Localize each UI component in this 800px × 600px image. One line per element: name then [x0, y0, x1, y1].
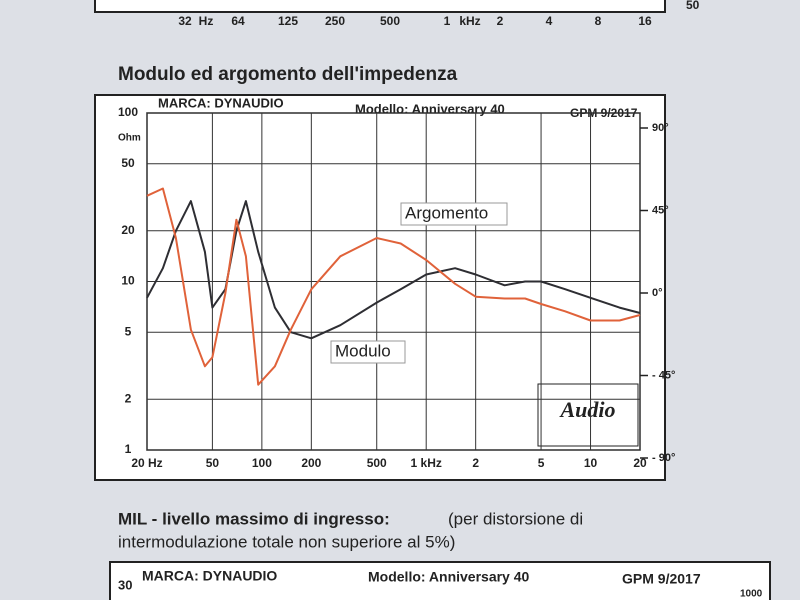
chart-model: Modello: Anniversary 40 [355, 101, 505, 116]
top-axis-label: 1 [444, 14, 451, 28]
top-axis-label: 2 [497, 14, 504, 28]
y-unit: Ohm [118, 133, 141, 144]
x-tick-label: 20 [633, 456, 647, 470]
bottom-right-label: 1000 [740, 589, 763, 600]
bottom-issue: GPM 9/2017 [622, 571, 701, 587]
x-tick-label: 10 [584, 456, 598, 470]
series-label: Argomento [405, 203, 488, 222]
subsection-title: MIL - livello massimo di ingresso: [118, 509, 390, 528]
series-line [146, 200, 641, 340]
bottom-top-label: 30 [118, 577, 132, 592]
bottom-chart-frame [109, 561, 771, 600]
top-axis-label: 500 [380, 14, 400, 28]
top-axis-label: kHz [459, 14, 480, 28]
top-axis-label: 250 [325, 14, 345, 28]
y2-tick-label: - 45° [652, 369, 675, 381]
x-tick-label: 20 Hz [131, 456, 162, 470]
logo-box [537, 383, 639, 447]
x-tick-label: 500 [367, 456, 387, 470]
top-right-label: 50 [686, 0, 700, 12]
x-tick-label: 2 [472, 456, 479, 470]
series-label-bg [400, 202, 508, 226]
y2-tick-label: - 90° [652, 452, 675, 464]
y-tick-label: 1 [125, 442, 132, 456]
top-axis-label: 64 [231, 14, 245, 28]
x-tick-label: 200 [301, 456, 321, 470]
subsection-title-rest: (per distorsione di [448, 509, 583, 528]
top-axis-label: 4 [546, 14, 553, 28]
top-axis-label: Hz [199, 14, 214, 28]
top-axis-label: 32 [178, 14, 192, 28]
y-tick-label: 10 [121, 274, 135, 288]
top-axis-label: 8 [595, 14, 602, 28]
x-tick-label: 1 kHz [411, 456, 442, 470]
y-tick-label: 100 [118, 105, 138, 119]
x-tick-label: 5 [538, 456, 545, 470]
y2-tick-label: 90° [652, 122, 669, 134]
top-axis-label: 125 [278, 14, 298, 28]
logo: Audio [558, 397, 615, 422]
x-tick-label: 50 [206, 456, 220, 470]
chart-brand: MARCA: DYNAUDIO [158, 95, 284, 110]
y2-tick-label: 45° [652, 204, 669, 216]
section-title: Modulo ed argomento dell'impedenza [118, 64, 458, 85]
y-tick-label: 5 [125, 324, 132, 338]
subsection-line2: intermodulazione totale non superiore al… [118, 532, 455, 551]
series-line [146, 187, 641, 386]
series-label-bg [330, 340, 406, 364]
y-tick-label: 50 [121, 156, 135, 170]
y2-tick-label: 0° [652, 287, 663, 299]
y-tick-label: 20 [121, 223, 135, 237]
x-tick-label: 100 [252, 456, 272, 470]
top-axis-label: 16 [638, 14, 652, 28]
bottom-model: Modello: Anniversary 40 [368, 569, 530, 585]
bottom-brand: MARCA: DYNAUDIO [142, 568, 277, 584]
top-chart-frame [94, 0, 666, 13]
y-tick-label: 2 [125, 391, 132, 405]
series-label: Modulo [335, 341, 391, 360]
